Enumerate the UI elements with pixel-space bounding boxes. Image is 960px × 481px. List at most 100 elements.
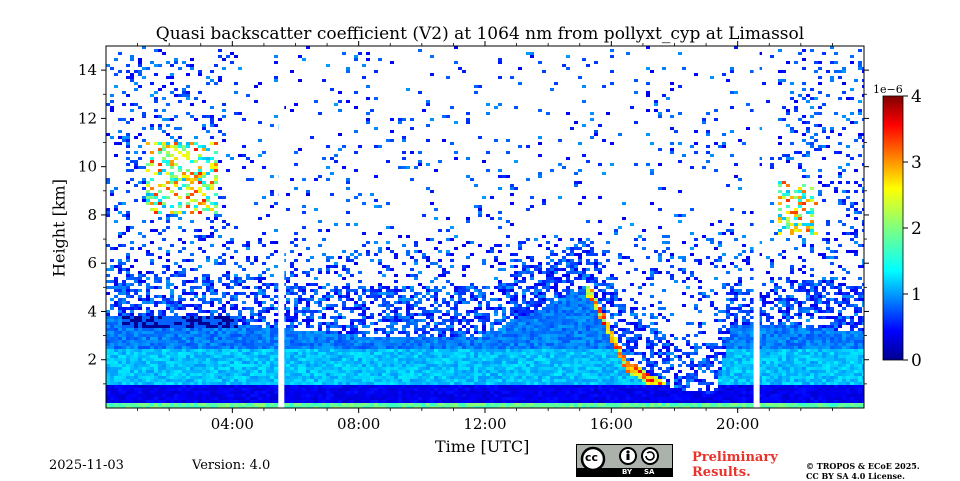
heatmap-cell	[502, 382, 506, 385]
heatmap-cell	[446, 403, 450, 406]
heatmap-cell	[498, 364, 502, 367]
heatmap-cell	[230, 241, 234, 244]
heatmap-cell	[442, 358, 446, 361]
heatmap-cell	[346, 283, 350, 286]
heatmap-cell	[122, 118, 126, 121]
heatmap-cell	[506, 289, 510, 292]
heatmap-cell	[186, 94, 190, 97]
heatmap-cell	[198, 211, 202, 214]
heatmap-cell	[386, 331, 390, 334]
heatmap-cell	[202, 283, 206, 286]
heatmap-cell	[158, 151, 162, 154]
heatmap-cell	[202, 325, 206, 328]
heatmap-cell	[122, 286, 126, 289]
heatmap-cell	[534, 367, 538, 370]
heatmap-cell	[114, 385, 118, 388]
heatmap-cell	[338, 379, 342, 382]
heatmap-cell	[458, 331, 462, 334]
heatmap-cell	[414, 388, 418, 391]
heatmap-cell	[266, 403, 270, 406]
heatmap-cell	[294, 376, 298, 379]
heatmap-cell	[262, 319, 266, 322]
heatmap-cell	[298, 382, 302, 385]
heatmap-cell	[210, 301, 214, 304]
heatmap-cell	[538, 355, 542, 358]
heatmap-cell	[386, 226, 390, 229]
heatmap-cell	[454, 382, 458, 385]
heatmap-cell	[250, 349, 254, 352]
heatmap-cell	[446, 310, 450, 313]
heatmap-cell	[130, 367, 134, 370]
heatmap-cell	[498, 217, 502, 220]
heatmap-cell	[186, 304, 190, 307]
heatmap-cell	[270, 334, 274, 337]
heatmap-cell	[430, 262, 434, 265]
heatmap-cell	[338, 373, 342, 376]
heatmap-cell	[314, 370, 318, 373]
heatmap-cell	[130, 328, 134, 331]
heatmap-cell	[202, 364, 206, 367]
heatmap-cell	[314, 388, 318, 391]
heatmap-cell	[394, 328, 398, 331]
heatmap-cell	[398, 343, 402, 346]
heatmap-cell	[446, 337, 450, 340]
heatmap-cell	[110, 391, 114, 394]
heatmap-cell	[118, 142, 122, 145]
heatmap-cell	[226, 271, 230, 274]
heatmap-cell	[494, 286, 498, 289]
heatmap-cell	[202, 370, 206, 373]
heatmap-cell	[214, 364, 218, 367]
heatmap-cell	[166, 367, 170, 370]
heatmap-cell	[206, 343, 210, 346]
heatmap-cell	[306, 322, 310, 325]
heatmap-cell	[526, 394, 530, 397]
heatmap-cell	[206, 205, 210, 208]
heatmap-cell	[482, 292, 486, 295]
heatmap-cell	[186, 64, 190, 67]
heatmap-cell	[146, 352, 150, 355]
heatmap-cell	[506, 301, 510, 304]
heatmap-cell	[418, 91, 422, 94]
heatmap-cell	[354, 349, 358, 352]
heatmap-cell	[146, 394, 150, 397]
heatmap-cell	[462, 268, 466, 271]
heatmap-cell	[170, 349, 174, 352]
heatmap-cell	[514, 394, 518, 397]
heatmap-cell	[206, 394, 210, 397]
heatmap-cell	[358, 385, 362, 388]
heatmap-cell	[302, 370, 306, 373]
heatmap-cell	[218, 346, 222, 349]
heatmap-cell	[254, 370, 258, 373]
heatmap-cell	[226, 382, 230, 385]
heatmap-cell	[446, 301, 450, 304]
heatmap-cell	[226, 400, 230, 403]
heatmap-cell	[362, 376, 366, 379]
heatmap-cell	[426, 331, 430, 334]
heatmap-cell	[126, 403, 130, 406]
heatmap-cell	[166, 352, 170, 355]
heatmap-cell	[538, 109, 542, 112]
heatmap-cell	[198, 370, 202, 373]
heatmap-cell	[122, 394, 126, 397]
heatmap-cell	[358, 349, 362, 352]
heatmap-cell	[186, 202, 190, 205]
heatmap-cell	[142, 403, 146, 406]
heatmap-cell	[310, 385, 314, 388]
heatmap-cell	[118, 346, 122, 349]
heatmap-cell	[290, 286, 294, 289]
heatmap-cell	[526, 256, 530, 259]
heatmap-cell	[474, 379, 478, 382]
heatmap-cell	[178, 178, 182, 181]
heatmap-cell	[290, 367, 294, 370]
heatmap-cell	[210, 118, 214, 121]
heatmap-cell	[462, 298, 466, 301]
heatmap-cell	[270, 376, 274, 379]
heatmap-cell	[478, 304, 482, 307]
heatmap-cell	[426, 349, 430, 352]
heatmap-cell	[154, 385, 158, 388]
heatmap-cell	[382, 361, 386, 364]
heatmap-cell	[154, 346, 158, 349]
heatmap-cell	[426, 310, 430, 313]
heatmap-cell	[334, 154, 338, 157]
heatmap-cell	[134, 355, 138, 358]
